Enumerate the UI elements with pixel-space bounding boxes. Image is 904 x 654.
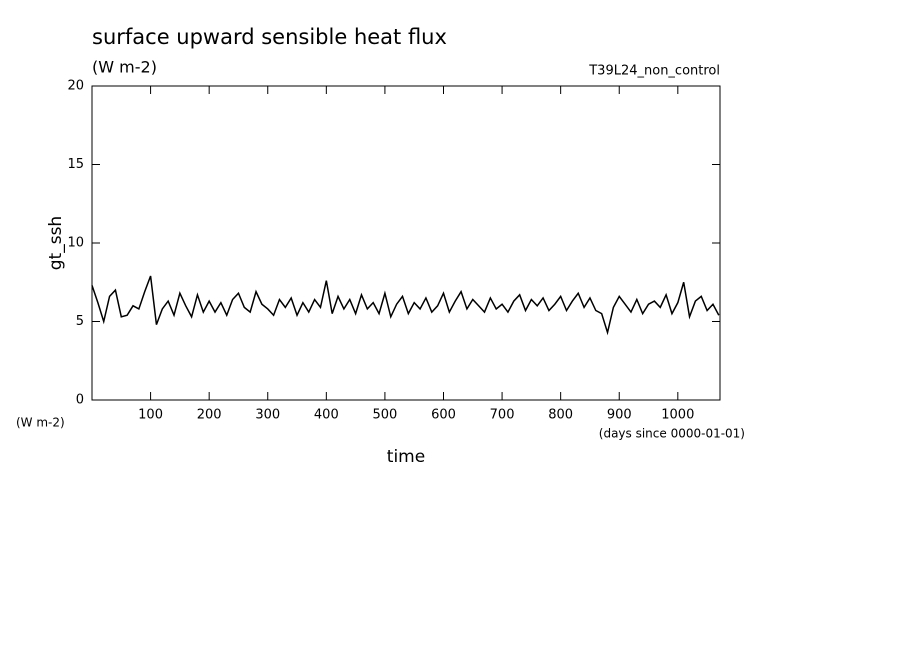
plot-frame xyxy=(91,85,721,401)
y-tick-label: 0 xyxy=(76,393,84,408)
x-tick-label: 200 xyxy=(197,408,222,423)
chart-title: surface upward sensible heat flux xyxy=(92,25,447,49)
x-axis-label: time xyxy=(387,447,425,467)
x-tick-label: 600 xyxy=(431,408,456,423)
y-axis-label: gt_ssh xyxy=(46,216,66,270)
x-tick-label: 300 xyxy=(255,408,280,423)
experiment-label: T39L24_non_control xyxy=(588,64,720,79)
x-tick-label: 400 xyxy=(314,408,339,423)
y-tick-label: 5 xyxy=(76,314,84,329)
x-tick-label: 700 xyxy=(490,408,515,423)
x-tick-label: 900 xyxy=(607,408,632,423)
y-tick-label: 20 xyxy=(67,79,84,94)
x-tick-label: 100 xyxy=(138,408,163,423)
x-tick-label: 800 xyxy=(548,408,573,423)
y-tick-label: 10 xyxy=(67,236,84,251)
x-units: (days since 0000-01-01) xyxy=(599,427,745,441)
y-tick-label: 15 xyxy=(67,157,84,172)
chart-subtitle: (W m-2) xyxy=(92,58,157,77)
x-tick-label: 500 xyxy=(372,408,397,423)
y-units: (W m-2) xyxy=(16,416,65,430)
x-tick-label: 1000 xyxy=(661,408,694,423)
data-line xyxy=(91,275,720,336)
